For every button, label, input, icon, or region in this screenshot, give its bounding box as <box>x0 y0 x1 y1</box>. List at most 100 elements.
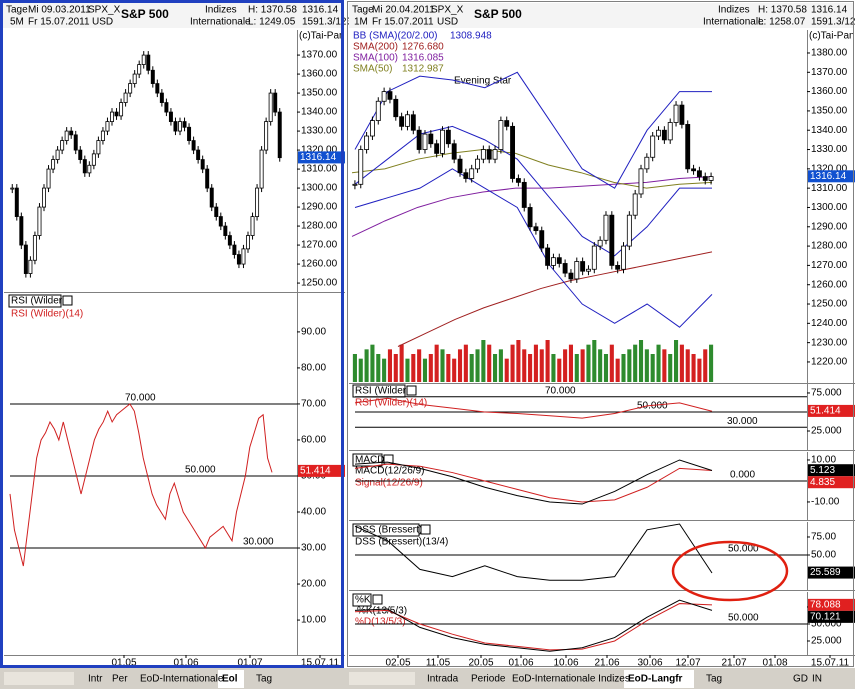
macd-line <box>354 459 713 505</box>
candle <box>23 244 28 274</box>
volume-bar <box>557 358 562 382</box>
high: H: 1370.58 <box>758 5 807 16</box>
candle <box>673 104 679 123</box>
candle <box>428 133 434 145</box>
volume-bar <box>446 354 451 382</box>
volume-bar <box>574 354 579 382</box>
toolbar-tab[interactable]: Per <box>112 674 128 685</box>
candle <box>562 263 568 274</box>
y-tick-label: 1320.00 <box>301 145 338 156</box>
toolbar-tab[interactable]: Eol <box>222 674 238 685</box>
volume-bar <box>387 349 392 382</box>
y-tick-label: 1300.00 <box>301 183 338 194</box>
candle <box>132 73 137 84</box>
candle <box>381 91 387 102</box>
legend-sma200: SMA(200) <box>353 42 398 53</box>
rsi-title: RSI (Wilder) <box>355 386 409 397</box>
price-tag <box>808 610 855 623</box>
level-label: 0.000 <box>730 470 755 481</box>
y-tick-label: 25.000 <box>811 636 842 647</box>
toolbar-tab[interactable]: GD <box>793 674 808 685</box>
toolbar-tab[interactable]: Tag <box>256 674 272 685</box>
candle <box>277 111 282 159</box>
volume-bar <box>609 344 614 382</box>
toolbar-tab[interactable]: Intr <box>88 674 103 685</box>
candle <box>51 159 56 170</box>
toolbar-tab[interactable]: Tag <box>706 674 722 685</box>
candle <box>603 214 609 241</box>
legend-sma50: SMA(50) <box>353 64 392 75</box>
x-tick-label: 15.07.11 <box>811 658 850 669</box>
toolbar-icons[interactable] <box>4 672 74 685</box>
y-tick-label: 90.00 <box>301 327 326 338</box>
plus-button[interactable] <box>406 385 417 396</box>
price-tag-label: 78.088 <box>810 600 841 611</box>
candle <box>416 129 422 150</box>
candle <box>480 149 486 160</box>
y-tick-label: 1370.00 <box>301 50 338 61</box>
volume-bar <box>545 340 550 382</box>
candle <box>574 261 580 280</box>
price-tag-label: 1316.14 <box>810 171 847 182</box>
candle <box>146 54 151 71</box>
plus-button[interactable] <box>62 295 73 306</box>
toolbar-tab[interactable]: Periode <box>471 674 506 685</box>
candle <box>191 140 196 151</box>
volume-bar <box>452 358 457 382</box>
toolbar-tab[interactable]: IN <box>812 674 822 685</box>
y-tick-label: 10.00 <box>301 615 326 626</box>
toolbar-tab[interactable]: EoD-Langfr <box>628 674 683 685</box>
candle <box>128 83 133 94</box>
toolbar-icons[interactable] <box>349 672 415 685</box>
candle <box>568 272 574 280</box>
candle <box>173 121 178 132</box>
price-tag <box>808 566 855 579</box>
y-tick-label: 1270.00 <box>811 260 848 271</box>
toolbar-tab[interactable]: EoD-Internationale Indizes <box>512 674 630 685</box>
right-window-border <box>347 1 854 667</box>
x-tick-label: 01.06 <box>173 658 198 669</box>
volume-bar <box>422 358 428 382</box>
y-tick-label: 1280.00 <box>811 241 848 252</box>
candle <box>696 170 702 177</box>
low: L: 1249.05 <box>248 17 296 28</box>
active-tab[interactable] <box>218 670 244 688</box>
toolbar-tab[interactable]: Intrada <box>427 674 459 685</box>
y-tick-label: 1310.00 <box>811 183 848 194</box>
y-tick-label: 1330.00 <box>301 126 338 137</box>
price-tag <box>808 170 855 183</box>
market: Internationale <box>703 17 764 28</box>
candle <box>399 116 405 127</box>
market: Indizes <box>718 5 750 16</box>
candle <box>155 83 160 94</box>
candle <box>580 261 586 272</box>
y-tick-label: 1300.00 <box>811 202 848 213</box>
volume-bar <box>691 354 696 382</box>
candle <box>492 149 498 160</box>
volume-bar <box>411 354 416 382</box>
y-tick-label: 1260.00 <box>811 279 848 290</box>
volume-bar <box>487 344 492 382</box>
days: Tage <box>6 5 28 16</box>
toolbar-tab[interactable]: EoD-Internationale <box>140 674 224 685</box>
candle <box>708 176 714 181</box>
candle <box>632 193 638 216</box>
candle <box>475 158 480 170</box>
candle <box>232 244 237 255</box>
dss-title: DSS (Bressert) <box>355 525 422 536</box>
volume-bar <box>417 349 422 382</box>
title-box <box>8 294 62 308</box>
candle <box>667 122 673 141</box>
plus-button[interactable] <box>372 594 383 605</box>
volume-bar <box>352 354 357 382</box>
legend-sma200-value: 1276.680 <box>402 42 444 53</box>
plus-button[interactable] <box>420 524 431 535</box>
volume-bar <box>627 349 632 382</box>
volume: 1591.3/123 <box>302 17 352 28</box>
volume-bar <box>469 354 474 382</box>
active-tab[interactable] <box>624 670 694 688</box>
volume-bar <box>650 354 655 382</box>
candle <box>358 149 364 185</box>
y-tick-label: 1230.00 <box>811 337 848 348</box>
y-tick-label: 70.00 <box>301 399 326 410</box>
